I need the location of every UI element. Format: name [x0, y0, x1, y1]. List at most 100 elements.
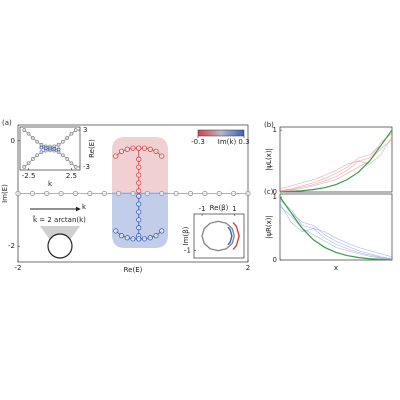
x-axis-label: Re(E)	[124, 266, 143, 274]
data-point	[101, 190, 107, 197]
data-point	[144, 190, 150, 197]
data-point	[216, 190, 222, 197]
data-point	[136, 164, 142, 170]
data-point	[147, 146, 153, 152]
y-tick-label: 1	[273, 193, 277, 201]
data-point	[26, 161, 31, 166]
data-point	[141, 236, 148, 242]
data-point	[60, 139, 65, 144]
x-axis-label: Re(β)	[210, 204, 229, 212]
data-point	[56, 142, 61, 147]
y-tick-label: -2	[8, 242, 15, 250]
data-point	[136, 172, 142, 178]
y-tick-label: 0	[273, 256, 277, 264]
data-point	[48, 146, 52, 151]
colorbar-tick-label: 0.3	[238, 138, 249, 146]
data-point	[124, 235, 130, 241]
data-point	[113, 228, 119, 234]
data-point	[159, 190, 165, 197]
data-point	[136, 236, 142, 242]
y-tick-label: -1	[184, 247, 191, 255]
data-point	[73, 128, 78, 132]
x-tick-label: -1	[199, 205, 206, 213]
data-point	[141, 145, 148, 151]
data-point	[35, 153, 40, 158]
diagram-axis-label: k	[82, 203, 87, 211]
data-point	[159, 228, 165, 234]
y-tick-label: 1	[273, 126, 277, 134]
data-point	[187, 190, 194, 197]
series-line	[279, 132, 393, 192]
data-point	[58, 190, 64, 197]
series-line	[232, 222, 240, 250]
series-line	[279, 196, 393, 261]
axes-frame	[279, 193, 393, 261]
panel-label: (b)	[264, 121, 274, 129]
data-point	[136, 188, 142, 194]
data-point	[30, 157, 35, 161]
data-point	[231, 190, 237, 197]
series-line	[279, 200, 393, 260]
data-point	[245, 190, 251, 197]
y-tick-label: 3	[83, 126, 87, 134]
data-point	[136, 217, 142, 223]
data-point	[69, 131, 74, 136]
data-point	[136, 225, 142, 231]
series-line	[279, 206, 393, 260]
series-line	[279, 129, 393, 193]
data-point	[118, 233, 125, 239]
x-tick-label: 2	[246, 264, 250, 272]
data-point	[130, 236, 136, 242]
data-point	[39, 150, 44, 155]
data-point	[130, 145, 136, 151]
data-point	[153, 148, 159, 154]
plots: -2 2 0 -2 Re(E) Im(E) (a) -2.5 2.5 3 -3 k Re(E) -0.3 0…	[1, 119, 393, 274]
y-tick-label: 0	[273, 188, 277, 196]
data-point	[65, 136, 70, 140]
x-tick-label: -2	[15, 264, 22, 272]
data-point	[136, 209, 142, 215]
data-point	[22, 165, 27, 169]
x-tick-label: 2.5	[66, 172, 77, 180]
y-axis-label: Re(E)	[88, 139, 96, 158]
data-point	[52, 146, 57, 151]
diagram-funnel	[40, 226, 80, 240]
axes-frame	[279, 126, 393, 193]
data-point	[26, 131, 31, 136]
data-point	[124, 146, 130, 152]
data-point	[116, 190, 122, 197]
y-tick-label: -3	[83, 163, 90, 171]
panel-label: (c)	[264, 188, 274, 196]
x-tick-label: -2.5	[22, 172, 36, 180]
data-point	[73, 165, 78, 169]
data-point	[69, 161, 74, 166]
data-point	[159, 153, 165, 159]
y-tick-label: 0	[11, 137, 15, 145]
data-point	[113, 153, 119, 159]
data-point	[43, 146, 48, 151]
y-axis-label: Im(β)	[182, 226, 190, 245]
data-point	[136, 201, 142, 207]
y-axis-label: |ψR(x)|	[265, 215, 273, 239]
data-point	[29, 190, 35, 197]
series-line	[279, 129, 393, 192]
data-point	[153, 233, 159, 239]
data-point	[202, 190, 208, 197]
data-point	[56, 147, 61, 152]
data-point	[44, 190, 50, 197]
data-point	[72, 190, 79, 197]
data-point	[136, 156, 142, 162]
series-line	[279, 139, 393, 192]
data-point	[136, 180, 142, 186]
data-point	[15, 190, 21, 197]
panel-label: (a)	[2, 119, 12, 127]
diagram-formula: k̃ = 2 arctan(k)	[33, 216, 86, 224]
series-line	[227, 226, 233, 246]
data-point	[173, 190, 179, 197]
data-point	[65, 157, 70, 161]
data-point	[87, 190, 93, 197]
colorbar-label: Im(k)	[218, 138, 237, 146]
x-tick-label: 1	[232, 205, 236, 213]
